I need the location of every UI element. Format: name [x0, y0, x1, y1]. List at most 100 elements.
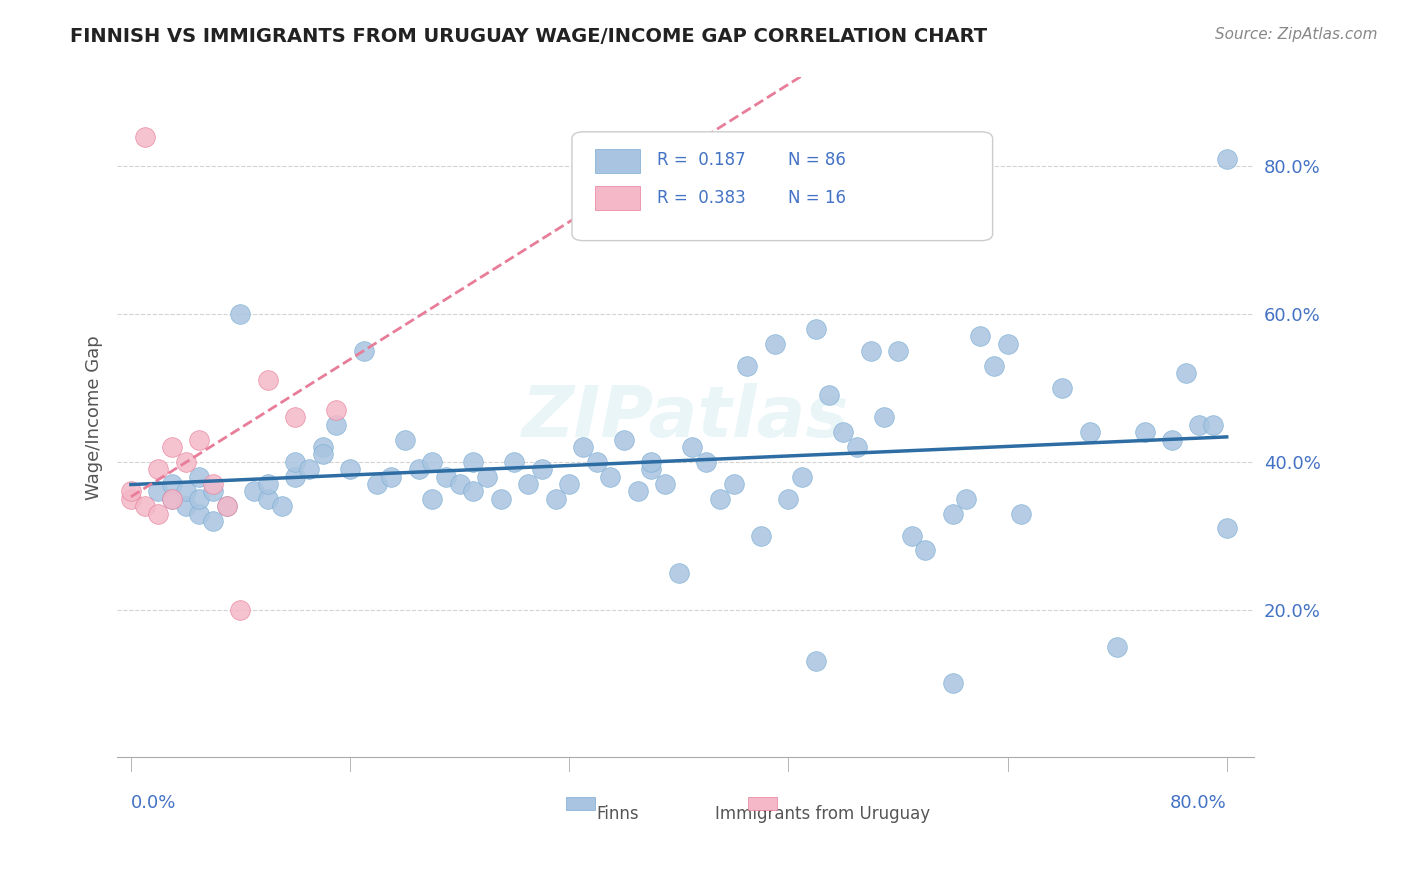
- Finns: [257, 491, 280, 506]
- Immigrants from Uruguay: [148, 507, 170, 521]
- Finns: [845, 440, 868, 454]
- Immigrants from Uruguay: [120, 491, 142, 506]
- Finns: [804, 654, 827, 668]
- Finns: [1215, 521, 1237, 535]
- Finns: [311, 447, 333, 461]
- Finns: [463, 484, 485, 499]
- Finns: [311, 440, 333, 454]
- Finns: [284, 469, 307, 483]
- Finns: [790, 469, 813, 483]
- Finns: [325, 417, 347, 432]
- Finns: [148, 484, 170, 499]
- Text: 80.0%: 80.0%: [1170, 795, 1226, 813]
- Finns: [983, 359, 1005, 373]
- Finns: [503, 455, 526, 469]
- Finns: [1052, 381, 1074, 395]
- Finns: [188, 507, 211, 521]
- Finns: [900, 529, 922, 543]
- Finns: [599, 469, 621, 483]
- Finns: [489, 491, 512, 506]
- Finns: [942, 676, 965, 690]
- Finns: [420, 491, 443, 506]
- Finns: [955, 491, 977, 506]
- Immigrants from Uruguay: [134, 499, 156, 513]
- Finns: [1188, 417, 1211, 432]
- Text: Source: ZipAtlas.com: Source: ZipAtlas.com: [1215, 27, 1378, 42]
- Finns: [887, 343, 910, 358]
- Immigrants from Uruguay: [134, 129, 156, 144]
- Finns: [613, 433, 636, 447]
- Finns: [914, 543, 936, 558]
- Immigrants from Uruguay: [257, 374, 280, 388]
- Finns: [434, 469, 457, 483]
- Finns: [969, 329, 991, 343]
- Finns: [284, 455, 307, 469]
- Finns: [229, 307, 252, 321]
- Finns: [1078, 425, 1101, 440]
- Immigrants from Uruguay: [120, 484, 142, 499]
- FancyBboxPatch shape: [572, 132, 993, 241]
- Finns: [339, 462, 361, 476]
- Finns: [188, 491, 211, 506]
- Finns: [723, 477, 745, 491]
- Finns: [243, 484, 266, 499]
- Finns: [654, 477, 676, 491]
- Finns: [859, 343, 882, 358]
- Finns: [420, 455, 443, 469]
- Immigrants from Uruguay: [325, 403, 347, 417]
- Text: FINNISH VS IMMIGRANTS FROM URUGUAY WAGE/INCOME GAP CORRELATION CHART: FINNISH VS IMMIGRANTS FROM URUGUAY WAGE/…: [70, 27, 987, 45]
- Finns: [997, 336, 1019, 351]
- Finns: [366, 477, 388, 491]
- Finns: [449, 477, 471, 491]
- Finns: [804, 322, 827, 336]
- Finns: [202, 484, 225, 499]
- Finns: [160, 491, 183, 506]
- Finns: [942, 507, 965, 521]
- Bar: [595, 149, 640, 173]
- Y-axis label: Wage/Income Gap: Wage/Income Gap: [86, 335, 103, 500]
- Finns: [709, 491, 731, 506]
- Finns: [394, 433, 416, 447]
- Immigrants from Uruguay: [160, 491, 183, 506]
- Text: 0.0%: 0.0%: [131, 795, 176, 813]
- Finns: [1215, 152, 1237, 166]
- Finns: [298, 462, 321, 476]
- Immigrants from Uruguay: [160, 440, 183, 454]
- Immigrants from Uruguay: [188, 433, 211, 447]
- Finns: [215, 499, 238, 513]
- Finns: [530, 462, 553, 476]
- Finns: [1161, 433, 1184, 447]
- Immigrants from Uruguay: [148, 462, 170, 476]
- Immigrants from Uruguay: [284, 410, 307, 425]
- Finns: [517, 477, 540, 491]
- Text: R =  0.383: R = 0.383: [657, 189, 747, 207]
- Text: ZIPatlas: ZIPatlas: [522, 383, 849, 452]
- Finns: [695, 455, 717, 469]
- Text: N = 16: N = 16: [787, 189, 846, 207]
- Finns: [668, 566, 690, 580]
- Finns: [475, 469, 498, 483]
- Finns: [1174, 366, 1197, 380]
- Finns: [640, 462, 662, 476]
- Immigrants from Uruguay: [174, 455, 197, 469]
- Finns: [1010, 507, 1032, 521]
- Bar: [567, 797, 595, 811]
- Finns: [627, 484, 650, 499]
- Finns: [188, 469, 211, 483]
- Bar: [595, 186, 640, 210]
- Finns: [408, 462, 430, 476]
- Finns: [270, 499, 292, 513]
- Text: Finns: Finns: [596, 805, 638, 823]
- Finns: [585, 455, 607, 469]
- Finns: [174, 484, 197, 499]
- Immigrants from Uruguay: [229, 602, 252, 616]
- Finns: [640, 455, 662, 469]
- Finns: [749, 529, 772, 543]
- Finns: [202, 514, 225, 528]
- Bar: [748, 797, 776, 811]
- Finns: [572, 440, 595, 454]
- Finns: [1133, 425, 1156, 440]
- Finns: [160, 477, 183, 491]
- Finns: [1107, 640, 1129, 654]
- Finns: [682, 440, 704, 454]
